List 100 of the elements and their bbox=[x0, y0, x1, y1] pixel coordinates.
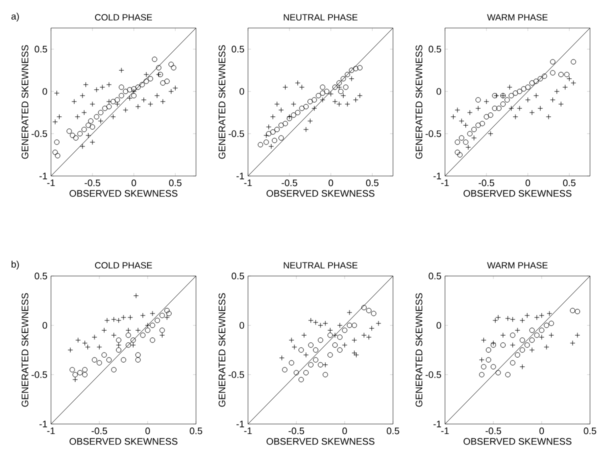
point bbox=[122, 88, 128, 94]
chart-title: COLD PHASE bbox=[95, 14, 152, 21]
point bbox=[88, 118, 94, 124]
point bbox=[268, 144, 274, 150]
point bbox=[346, 310, 352, 316]
point bbox=[82, 372, 88, 378]
point bbox=[463, 140, 468, 145]
y-tick-label: 0 bbox=[240, 322, 244, 329]
x-tick-label: -0.5 bbox=[92, 428, 108, 434]
point bbox=[131, 86, 137, 92]
point bbox=[160, 332, 165, 338]
x-tick-label: 0 bbox=[328, 180, 334, 186]
point bbox=[111, 367, 116, 372]
point bbox=[303, 126, 309, 132]
point bbox=[298, 376, 304, 382]
point bbox=[328, 328, 333, 333]
x-tick-label: 0.5 bbox=[563, 180, 576, 186]
point bbox=[539, 328, 544, 333]
point bbox=[299, 106, 305, 111]
point bbox=[520, 347, 525, 353]
y-tick-label: -1 bbox=[433, 172, 442, 180]
point bbox=[110, 114, 116, 120]
point bbox=[118, 84, 124, 90]
x-tick-label: -1 bbox=[47, 428, 55, 434]
point bbox=[127, 87, 132, 92]
point bbox=[328, 352, 333, 358]
y-tick-label: -0.5 bbox=[426, 130, 442, 138]
x-tick-label: 0.5 bbox=[386, 428, 400, 434]
x-tick-label: -1 bbox=[244, 180, 252, 186]
y-axis-title: GENERATED SKEWNESS bbox=[22, 45, 28, 159]
point bbox=[562, 84, 568, 90]
point bbox=[486, 347, 492, 353]
point bbox=[308, 362, 314, 368]
point bbox=[299, 84, 305, 90]
y-tick-label: 0 bbox=[42, 322, 48, 329]
point bbox=[278, 135, 284, 141]
x-tick-label: -1 bbox=[441, 180, 449, 186]
y-tick-label: 0 bbox=[240, 88, 244, 95]
point bbox=[100, 84, 106, 90]
point bbox=[322, 320, 328, 326]
point bbox=[266, 124, 272, 130]
point bbox=[116, 342, 122, 348]
point bbox=[164, 78, 170, 84]
point bbox=[344, 101, 350, 107]
point bbox=[135, 328, 141, 333]
point bbox=[320, 97, 326, 103]
point bbox=[145, 328, 150, 333]
point bbox=[135, 84, 141, 90]
point bbox=[352, 322, 357, 328]
point bbox=[538, 106, 543, 111]
point bbox=[529, 347, 535, 353]
point bbox=[570, 340, 576, 346]
point bbox=[500, 101, 506, 107]
point bbox=[110, 98, 116, 104]
point bbox=[160, 80, 166, 86]
point bbox=[52, 150, 58, 155]
point bbox=[290, 101, 296, 107]
point bbox=[488, 112, 494, 118]
x-tick-label: -0.5 bbox=[282, 180, 298, 186]
y-tick-label: 0.5 bbox=[34, 272, 48, 280]
chart-title: WARM PHASE bbox=[487, 262, 548, 269]
point bbox=[172, 85, 178, 91]
point bbox=[102, 328, 107, 333]
point bbox=[458, 118, 464, 124]
point bbox=[492, 106, 498, 111]
point bbox=[294, 370, 299, 376]
x-axis-title: OBSERVED SKEWNESS bbox=[464, 190, 572, 197]
point bbox=[312, 97, 317, 103]
point bbox=[286, 114, 292, 120]
point bbox=[539, 312, 544, 318]
point bbox=[490, 342, 496, 348]
y-tick-label: 0.5 bbox=[232, 46, 244, 52]
chart-title: NEUTRAL PHASE bbox=[284, 262, 358, 269]
point bbox=[77, 370, 83, 376]
chart-title: NEUTRAL PHASE bbox=[284, 14, 358, 21]
point bbox=[529, 328, 535, 333]
point bbox=[266, 131, 272, 136]
point bbox=[290, 112, 296, 118]
point bbox=[160, 328, 165, 333]
point bbox=[258, 142, 264, 148]
point bbox=[288, 360, 294, 366]
point bbox=[106, 104, 112, 110]
point bbox=[570, 308, 576, 314]
point bbox=[313, 347, 318, 353]
y-tick-label: -0.5 bbox=[228, 130, 244, 138]
point bbox=[338, 88, 344, 94]
point bbox=[548, 320, 554, 326]
point bbox=[116, 318, 122, 324]
point bbox=[534, 314, 540, 320]
x-tick-label: 0 bbox=[145, 428, 150, 434]
point bbox=[510, 316, 516, 322]
point bbox=[94, 114, 100, 120]
point bbox=[106, 98, 112, 104]
point bbox=[558, 101, 564, 107]
point bbox=[337, 334, 342, 340]
point bbox=[332, 342, 338, 348]
point bbox=[116, 347, 122, 353]
y-axis-title: GENERATED SKEWNESS bbox=[22, 293, 28, 407]
point bbox=[156, 72, 162, 78]
point bbox=[152, 56, 158, 62]
